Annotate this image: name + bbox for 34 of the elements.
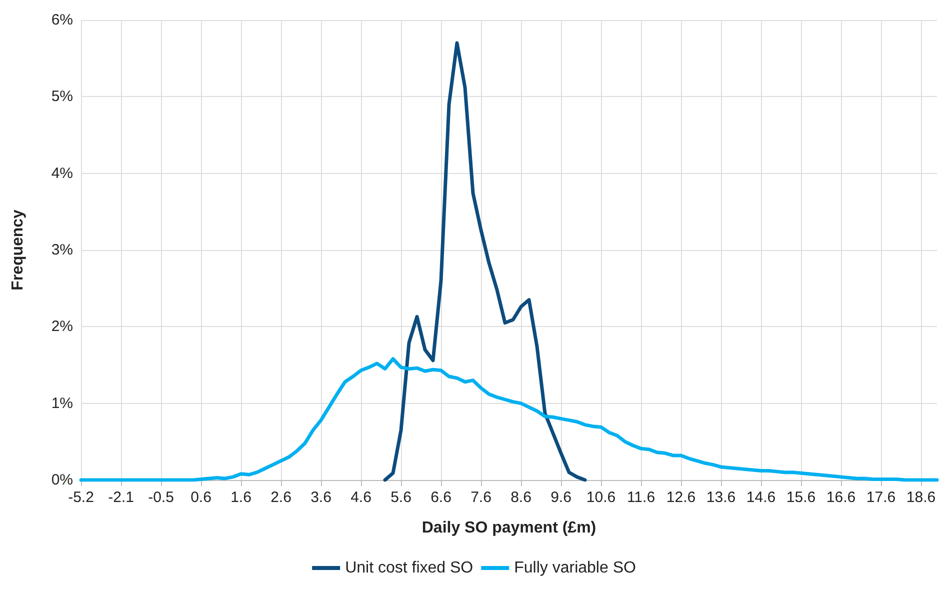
x-tick-label: 17.6 (866, 489, 896, 506)
x-tick-label: 1.6 (230, 489, 252, 506)
x-tick-label: 3.6 (310, 489, 332, 506)
x-axis-title: Daily SO payment (£m) (422, 520, 596, 536)
x-tick-label: 18.6 (906, 489, 936, 506)
x-tick-label: 14.6 (746, 489, 776, 506)
legend-label: Unit cost fixed SO (345, 560, 474, 576)
x-tick-label: -0.5 (148, 489, 174, 506)
x-tick-label: 9.6 (550, 489, 572, 506)
x-tick-label: 2.6 (270, 489, 292, 506)
x-tick-label: 6.6 (430, 489, 452, 506)
y-tick-label: 4% (51, 164, 73, 182)
x-tick-label: 10.6 (586, 489, 616, 506)
x-tick-label: 7.6 (470, 489, 492, 506)
y-tick-label: 2% (51, 318, 73, 336)
x-tick-label: -2.1 (108, 489, 134, 506)
x-tick-label: 13.6 (706, 489, 736, 506)
x-tick-label: 0.6 (190, 489, 212, 506)
y-tick-label: 5% (51, 88, 73, 106)
x-tick-label: 12.6 (666, 489, 696, 506)
x-tick-label: 16.6 (826, 489, 856, 506)
y-tick-label: 6% (51, 12, 73, 28)
x-tick-label: 8.6 (510, 489, 532, 506)
y-axis-title: Frequency (10, 209, 26, 290)
line-series (383, 41, 587, 482)
x-tick-label: -5.2 (68, 489, 94, 506)
x-tick-label: 5.6 (390, 489, 412, 506)
x-tick-label: 15.6 (786, 489, 816, 506)
y-tick-label: 1% (51, 394, 73, 412)
y-tick-label: 3% (51, 242, 73, 258)
y-tick-label: 0% (51, 472, 73, 488)
x-tick-label: 11.6 (626, 489, 656, 506)
x-tick-label: 4.6 (350, 489, 372, 506)
legend-label: Fully variable SO (514, 560, 636, 576)
